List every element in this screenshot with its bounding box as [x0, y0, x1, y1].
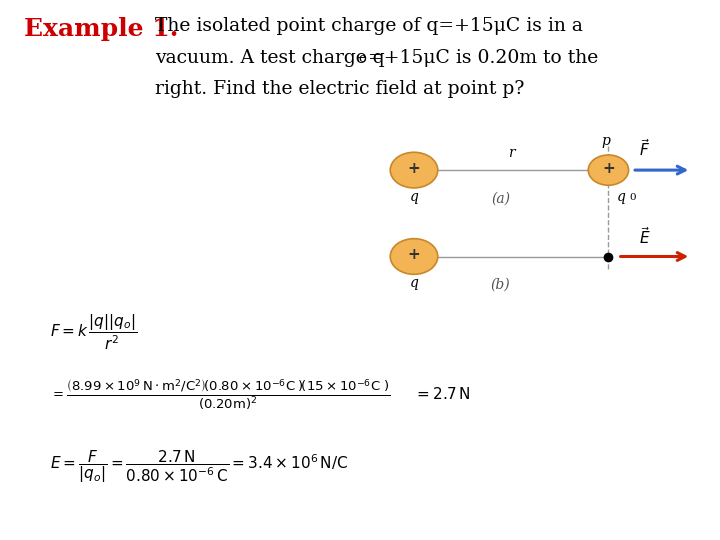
Text: Example 1.: Example 1.: [24, 17, 178, 41]
Text: =+15μC is 0.20m to the: =+15μC is 0.20m to the: [368, 49, 598, 66]
Text: +: +: [408, 161, 420, 176]
Circle shape: [588, 155, 629, 185]
Text: p: p: [601, 134, 610, 149]
Text: q: q: [616, 190, 625, 204]
Text: $F = k\,\dfrac{|q||q_o|}{r^2}$: $F = k\,\dfrac{|q||q_o|}{r^2}$: [50, 312, 138, 352]
Text: $E = \dfrac{F}{|q_o|} = \dfrac{2.7\,\mathrm{N}}{0.80\times10^{-6}\,\mathrm{C}}= : $E = \dfrac{F}{|q_o|} = \dfrac{2.7\,\mat…: [50, 449, 348, 485]
Text: +: +: [408, 247, 420, 262]
Text: vacuum. A test charge q: vacuum. A test charge q: [155, 49, 384, 66]
Circle shape: [390, 239, 438, 274]
Text: +: +: [602, 161, 615, 176]
Text: $= \dfrac{\left(8.99\times10^9\,\mathrm{N\cdot m^2/C^2}\right)\!\left(0.80\times: $= \dfrac{\left(8.99\times10^9\,\mathrm{…: [50, 377, 391, 411]
Text: $\vec{E}$: $\vec{E}$: [639, 226, 651, 247]
Text: right. Find the electric field at point p?: right. Find the electric field at point …: [155, 80, 524, 98]
Text: (b): (b): [490, 278, 510, 292]
Text: 0: 0: [629, 193, 636, 202]
Text: q: q: [410, 190, 418, 204]
Circle shape: [390, 152, 438, 188]
Text: $= 2.7\,\mathrm{N}$: $= 2.7\,\mathrm{N}$: [414, 386, 470, 402]
Text: (a): (a): [491, 192, 510, 206]
Text: $\vec{F}$: $\vec{F}$: [639, 138, 650, 159]
Text: r: r: [508, 146, 515, 160]
Text: The isolated point charge of q=+15μC is in a: The isolated point charge of q=+15μC is …: [155, 17, 582, 35]
Text: o: o: [359, 52, 366, 65]
Text: q: q: [410, 276, 418, 291]
